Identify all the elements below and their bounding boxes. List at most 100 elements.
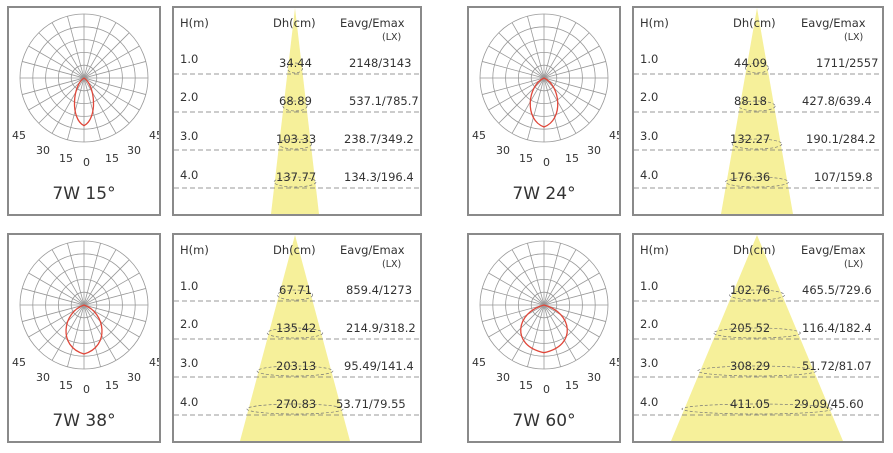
diameter-header: Dh(cm) xyxy=(733,16,776,30)
angle-label: 0 xyxy=(543,156,550,169)
diameter-value: 137.77 xyxy=(276,170,317,184)
angle-label: 45 xyxy=(149,356,159,369)
candela-curve xyxy=(529,77,559,128)
angle-label: 0 xyxy=(543,383,550,396)
angle-label: 45 xyxy=(472,356,486,369)
diameter-value: 203.13 xyxy=(276,359,317,373)
beam-cone xyxy=(174,8,420,214)
illuminance-value: 859.4/1273 xyxy=(346,283,413,297)
diameter-value: 132.27 xyxy=(730,132,771,146)
height-value: 4.0 xyxy=(180,168,199,182)
height-value: 3.0 xyxy=(640,129,659,143)
spot-ellipse xyxy=(273,176,317,188)
height-value: 2.0 xyxy=(640,90,659,104)
diameter-value: 103.33 xyxy=(276,132,317,146)
height-value: 3.0 xyxy=(180,356,199,370)
illuminance-table: H(m) Dh(cm) Eavg/Emax (LX) 1.0 67.71 859… xyxy=(172,233,422,443)
beam-caption: 7W 15° xyxy=(52,184,116,204)
illuminance-value: 537.1/785.7 xyxy=(349,94,419,108)
beam-cone-shape xyxy=(240,235,350,441)
spot-ellipse xyxy=(282,100,308,112)
spot-ellipse xyxy=(246,403,344,415)
polar-diagram: 45 30 15 0 15 30 45 xyxy=(472,240,619,396)
angle-label: 30 xyxy=(36,144,50,157)
angle-label: 30 xyxy=(587,371,601,384)
polar-diagram: 45 30 15 0 15 30 45 xyxy=(12,240,159,396)
polar-diagram-box: 45 30 15 0 15 30 45 7W 60° xyxy=(467,233,621,443)
beam-cone-shape xyxy=(671,235,843,441)
angle-label: 30 xyxy=(496,371,510,384)
illuminance-header: Eavg/Emax xyxy=(340,243,405,257)
diameter-value: 102.76 xyxy=(730,283,771,297)
spot-ellipse xyxy=(277,289,313,301)
angle-label: 0 xyxy=(83,156,90,169)
spot-ellipse xyxy=(725,176,789,188)
height-header: H(m) xyxy=(180,243,209,257)
angle-label: 45 xyxy=(472,129,486,142)
beam-caption: 7W 38° xyxy=(52,411,116,431)
unit-label: (LX) xyxy=(382,32,402,43)
polar-diagram-box: 45 30 15 0 15 30 45 7W 15° xyxy=(7,6,161,216)
diameter-value: 308.29 xyxy=(730,359,771,373)
candela-curve xyxy=(65,304,103,355)
angle-label: 45 xyxy=(12,356,26,369)
height-value: 2.0 xyxy=(640,317,659,331)
spot-ellipse xyxy=(713,327,801,339)
height-value: 1.0 xyxy=(640,52,659,66)
angle-label: 15 xyxy=(519,152,533,165)
angle-label: 45 xyxy=(609,356,619,369)
illuminance-value: 29.09/45.60 xyxy=(794,397,864,411)
height-value: 3.0 xyxy=(180,129,199,143)
illuminance-value: 53.71/79.55 xyxy=(336,397,406,411)
spot-ellipse xyxy=(738,100,776,112)
beam-cone xyxy=(174,235,420,441)
beam-caption: 7W 24° xyxy=(512,184,576,204)
spot-ellipse xyxy=(697,365,817,377)
candela-curve xyxy=(520,304,568,354)
illuminance-header: Eavg/Emax xyxy=(801,16,866,30)
illuminance-value: 116.4/182.4 xyxy=(802,321,872,335)
unit-label: (LX) xyxy=(844,32,864,43)
angle-label: 15 xyxy=(565,379,579,392)
height-header: H(m) xyxy=(180,16,209,30)
diameter-value: 67.71 xyxy=(279,283,312,297)
unit-label: (LX) xyxy=(382,259,402,270)
illuminance-value: 238.7/349.2 xyxy=(344,132,414,146)
angle-label: 30 xyxy=(36,371,50,384)
illuminance-value: 214.9/318.2 xyxy=(346,321,416,335)
angle-label: 15 xyxy=(519,379,533,392)
illuminance-header: Eavg/Emax xyxy=(340,16,405,30)
illuminance-table: H(m) Dh(cm) Eavg/Emax (LX) 1.0 34.44 214… xyxy=(172,6,422,216)
spot-ellipse xyxy=(278,138,312,150)
spot-ellipse xyxy=(745,62,769,74)
angle-label: 45 xyxy=(149,129,159,142)
diameter-value: 411.05 xyxy=(730,397,771,411)
spot-ellipse xyxy=(286,62,304,74)
angle-label: 15 xyxy=(565,152,579,165)
beam-caption: 7W 60° xyxy=(512,411,576,431)
spot-ellipse xyxy=(266,327,324,339)
polar-diagram-box: 45 30 15 0 15 30 45 7W 38° xyxy=(7,233,161,443)
spot-ellipse xyxy=(256,365,334,377)
height-header: H(m) xyxy=(640,243,669,257)
diameter-value: 44.09 xyxy=(734,56,767,70)
angle-label: 30 xyxy=(496,144,510,157)
height-value: 4.0 xyxy=(640,168,659,182)
angle-label: 30 xyxy=(587,144,601,157)
angle-label: 15 xyxy=(59,379,73,392)
candela-curve xyxy=(73,77,95,127)
beam-cone-shape xyxy=(271,8,319,214)
illuminance-value: 2148/3143 xyxy=(349,56,412,70)
diameter-header: Dh(cm) xyxy=(273,243,316,257)
beam-cone xyxy=(634,8,882,214)
height-value: 3.0 xyxy=(640,356,659,370)
height-header: H(m) xyxy=(640,16,669,30)
spot-ellipse xyxy=(729,289,785,301)
illuminance-header: Eavg/Emax xyxy=(801,243,866,257)
height-value: 1.0 xyxy=(640,279,659,293)
diameter-header: Dh(cm) xyxy=(273,16,316,30)
unit-label: (LX) xyxy=(844,259,864,270)
angle-label: 15 xyxy=(105,152,119,165)
illuminance-value: 465.5/729.6 xyxy=(802,283,872,297)
angle-label: 30 xyxy=(127,371,141,384)
